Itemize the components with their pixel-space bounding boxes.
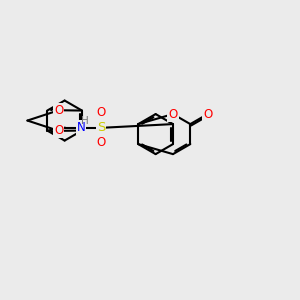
Text: O: O: [54, 124, 63, 137]
Text: O: O: [97, 136, 106, 149]
Text: O: O: [203, 108, 212, 121]
Text: O: O: [168, 108, 178, 121]
Text: O: O: [97, 106, 106, 119]
Text: N: N: [77, 121, 85, 134]
Text: S: S: [97, 121, 105, 134]
Text: H: H: [81, 116, 89, 126]
Text: O: O: [54, 104, 63, 117]
